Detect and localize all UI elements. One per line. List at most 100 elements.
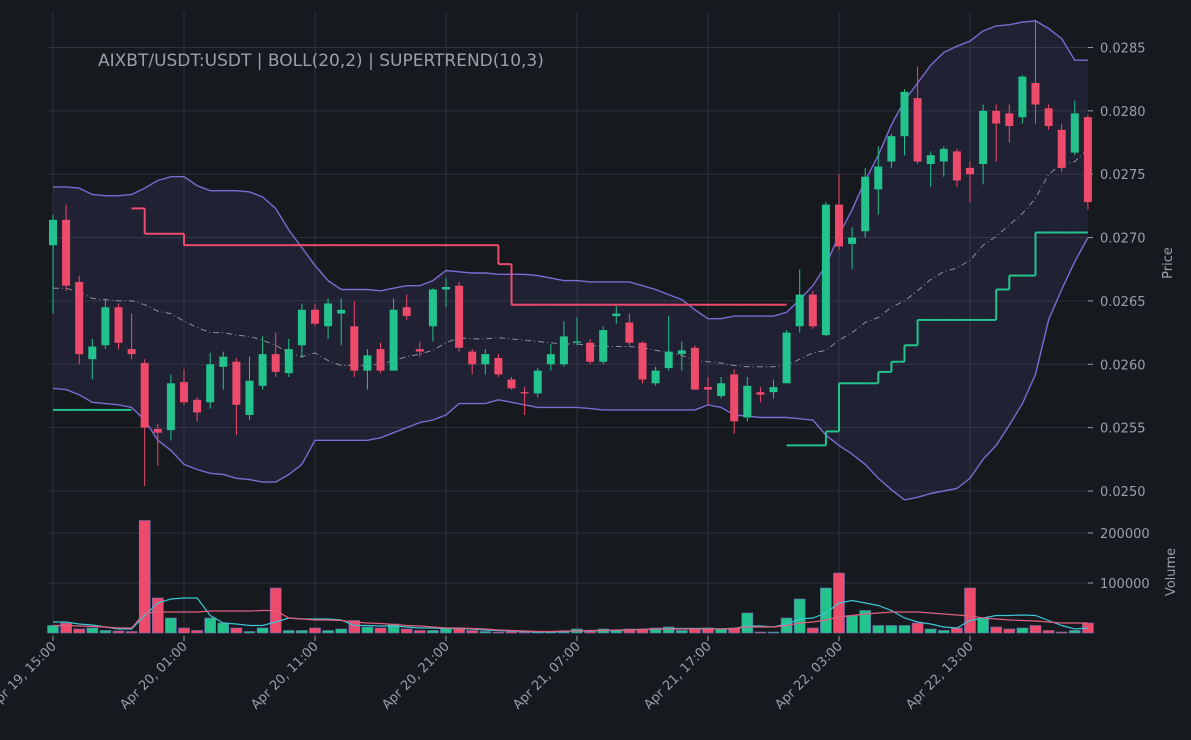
- volume-bar: [374, 627, 387, 634]
- volume-tick-label: 100000: [1100, 577, 1150, 592]
- candle-body: [939, 148, 948, 162]
- volume-bar: [256, 627, 269, 634]
- candle-body: [468, 351, 477, 365]
- candle-body: [428, 289, 437, 327]
- candle-body: [690, 347, 699, 390]
- volume-bar: [898, 625, 911, 634]
- candle-body: [232, 361, 241, 405]
- candle-body: [1044, 108, 1053, 127]
- bollinger-fill: [53, 20, 1088, 500]
- volume-bar: [191, 630, 203, 634]
- candle-body: [979, 110, 988, 165]
- candle-body: [756, 392, 765, 395]
- candle-body: [49, 219, 57, 246]
- candle-body: [324, 303, 333, 327]
- candle-body: [127, 349, 136, 355]
- candle-body: [1031, 82, 1040, 105]
- candle-body: [494, 357, 503, 375]
- volume-bar: [649, 627, 662, 634]
- volume-bar: [400, 628, 413, 634]
- volume-bar: [86, 627, 99, 634]
- bollinger-lower: [52, 237, 1089, 501]
- y-tick-label: 0.0265: [1100, 295, 1146, 310]
- volume-bar: [977, 617, 989, 634]
- candle-body: [586, 342, 595, 362]
- y-axis-label: Price: [1161, 247, 1176, 279]
- candle-body: [821, 204, 830, 336]
- candle-body: [180, 382, 188, 403]
- chart-title: AIXBT/USDT:USDT | BOLL(20,2) | SUPERTREN…: [98, 51, 544, 71]
- candle-body: [861, 176, 870, 232]
- candle-body: [887, 136, 896, 162]
- candle-body: [992, 110, 1001, 124]
- volume-bar: [924, 628, 937, 634]
- volume-bar: [793, 598, 806, 634]
- volume-bar: [492, 631, 505, 634]
- volume-bar: [990, 626, 1003, 634]
- candle-body: [559, 336, 568, 365]
- candle-body: [363, 355, 372, 371]
- volume-bar: [820, 587, 832, 634]
- volume-bar: [47, 625, 59, 634]
- volume-bar: [675, 630, 688, 634]
- volume-bar: [911, 622, 924, 634]
- candle-body: [376, 349, 385, 371]
- candle-body: [926, 155, 935, 165]
- y-tick-label: 0.0260: [1100, 358, 1146, 373]
- volume-axis-label: Volume: [1164, 548, 1179, 596]
- volume-ma: [53, 609, 1088, 633]
- candle-body: [704, 387, 712, 390]
- candle-body: [835, 204, 843, 247]
- volume-bar: [1069, 630, 1081, 634]
- volume-bar: [217, 622, 230, 634]
- volume-bar: [1003, 628, 1016, 634]
- candle-body: [717, 383, 726, 396]
- bollinger-upper: [53, 20, 1088, 320]
- candle-body: [599, 330, 608, 362]
- candle-body: [664, 351, 673, 369]
- volume-bar: [178, 627, 190, 634]
- candle-body: [743, 385, 752, 418]
- candle-body: [297, 309, 306, 346]
- volume-bar: [60, 622, 72, 634]
- volume-bar: [885, 625, 898, 634]
- candle-body: [573, 341, 581, 343]
- volume-bar: [230, 627, 243, 634]
- candle-body: [1083, 117, 1092, 203]
- volume-bar: [413, 630, 426, 634]
- mark-layer: [47, 19, 1094, 634]
- volume-bar: [1016, 627, 1029, 634]
- candle-body: [271, 354, 280, 372]
- candle-body: [206, 364, 215, 403]
- volume-bar: [741, 612, 754, 634]
- candle-body: [874, 166, 883, 190]
- candle-body: [389, 309, 398, 371]
- volume-bar: [125, 631, 138, 634]
- candle-body: [808, 294, 817, 327]
- candle-body: [245, 380, 254, 415]
- volume-bar: [152, 597, 164, 634]
- candle-body: [651, 370, 660, 384]
- volume-bar: [112, 630, 125, 634]
- candle-body: [311, 309, 319, 324]
- y-tick-label: 0.0270: [1100, 232, 1146, 247]
- volume-bar: [951, 627, 963, 634]
- candle-body: [193, 399, 202, 413]
- volume-bar: [296, 630, 308, 634]
- candle-body: [913, 98, 922, 162]
- candle-body: [638, 342, 647, 380]
- candle-body: [166, 383, 175, 431]
- candle-body: [284, 349, 293, 374]
- volume-bar: [138, 520, 151, 634]
- candle-body: [966, 167, 974, 175]
- candle-body: [88, 346, 97, 360]
- volume-bar: [322, 630, 334, 634]
- volume-bar: [466, 630, 479, 634]
- candle-body: [769, 387, 778, 393]
- y-tick-label: 0.0275: [1100, 168, 1146, 183]
- volume-bar: [204, 617, 216, 634]
- volume-bar: [282, 630, 295, 634]
- volume-bar: [348, 620, 361, 634]
